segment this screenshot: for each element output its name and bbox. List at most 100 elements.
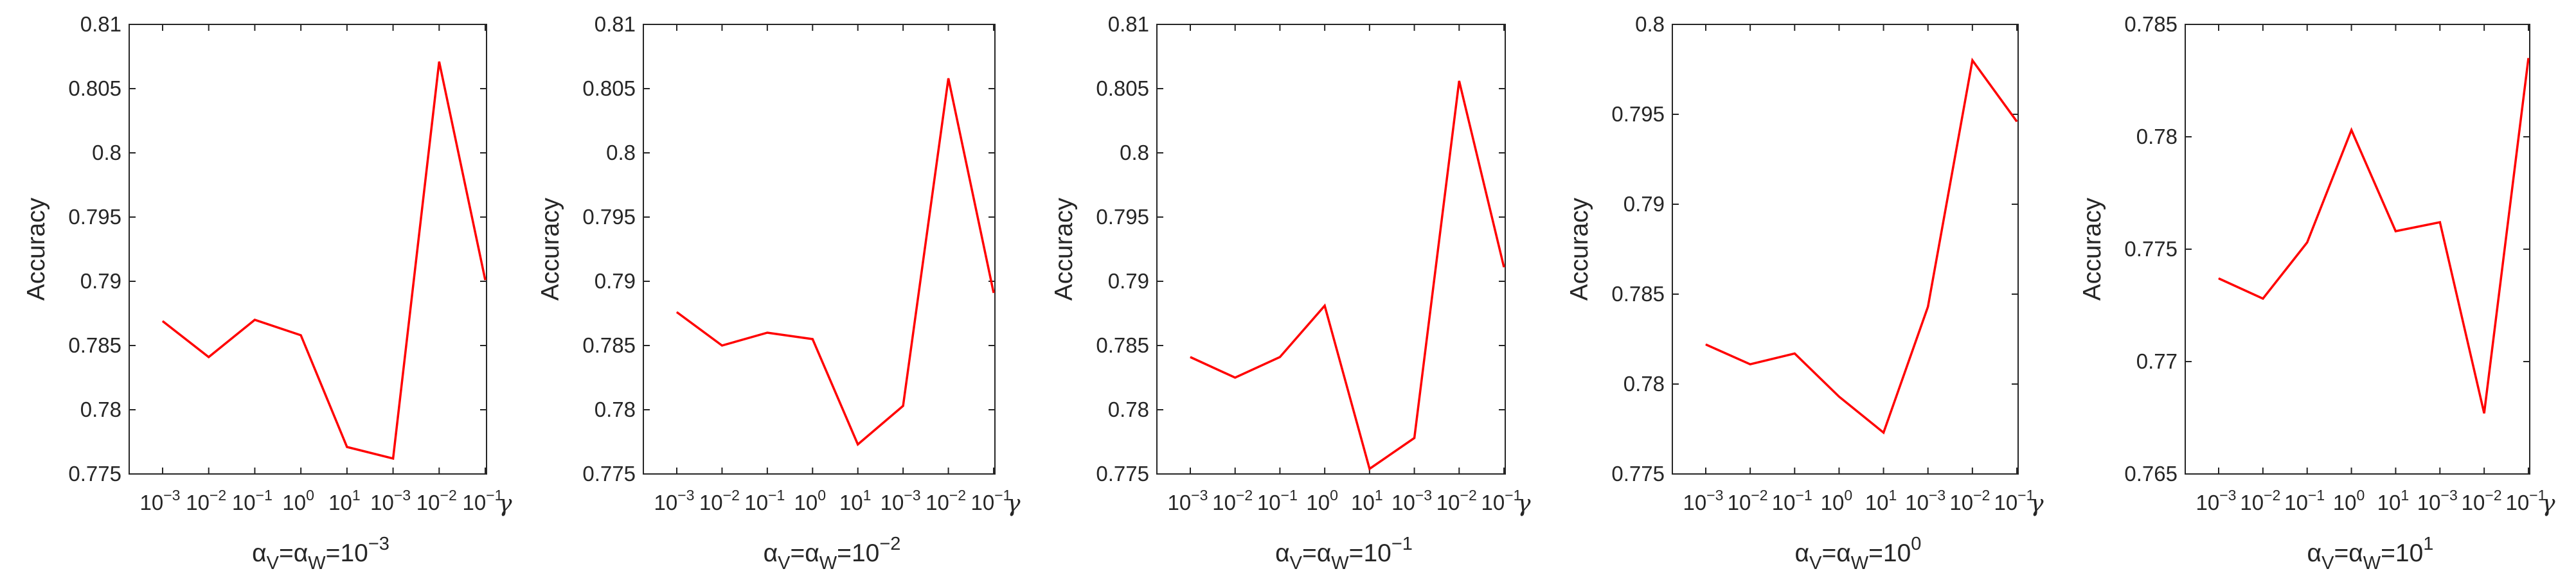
data-point [1414, 437, 1415, 439]
y-axis-label: Accuracy [22, 197, 50, 301]
y-tick-label: 0.805 [1096, 76, 1149, 100]
y-axis-label: Accuracy [2079, 197, 2106, 301]
y-tick-label: 0.805 [68, 76, 121, 100]
x-tick-label: 10−2 [699, 487, 740, 514]
plot-area-frame [643, 24, 996, 475]
data-point [1883, 432, 1884, 434]
plot-area-frame [1156, 24, 1506, 475]
x-tick-label: 10−3 [2196, 487, 2237, 514]
x-tick-label: 10−3 [1168, 487, 1208, 514]
y-tick-label: 0.79 [1108, 269, 1149, 293]
x-tick-label: 10−2 [2240, 487, 2280, 514]
data-point [902, 405, 904, 407]
x-tick-label: 10−3 [881, 487, 921, 514]
gamma-axis-label: γ [2541, 491, 2555, 517]
x-tick-label: 10−1 [744, 487, 785, 514]
x-tick-label: 10−1 [232, 487, 273, 514]
x-tick-label: 101 [2377, 487, 2410, 514]
data-point [1458, 80, 1460, 82]
y-tick-label: 0.785 [1096, 333, 1149, 357]
y-tick-label: 0.8 [92, 141, 121, 164]
y-tick-label: 0.79 [80, 269, 121, 293]
x-tick-label: 10−3 [654, 487, 695, 514]
y-tick-label: 0.765 [2124, 462, 2178, 486]
data-point [1749, 364, 1751, 365]
x-tick-label: 10−2 [1212, 487, 1253, 514]
data-point [1794, 353, 1795, 354]
x-axis-label: αV=αW=101 [2307, 534, 2434, 574]
y-tick-label: 0.81 [1108, 12, 1149, 36]
y-tick-label: 0.77 [2136, 349, 2178, 373]
x-tick-label: 10−3 [370, 487, 411, 514]
x-tick-label: 101 [1351, 487, 1383, 514]
gamma-axis-label: γ [1517, 491, 1531, 517]
gamma-axis-label: γ [498, 491, 512, 517]
data-point [346, 446, 348, 448]
data-point [857, 444, 859, 445]
y-tick-label: 0.785 [2124, 12, 2178, 36]
plot-area-frame [1672, 24, 2019, 475]
y-tick-label: 0.8 [606, 141, 636, 164]
x-tick-label: 100 [794, 487, 827, 514]
gamma-axis-label: γ [2030, 491, 2044, 517]
y-tick-label: 0.795 [582, 205, 636, 229]
y-tick-label: 0.79 [595, 269, 636, 293]
y-tick-label: 0.78 [1108, 398, 1149, 421]
y-tick-label: 0.795 [1611, 102, 1665, 126]
x-tick-label: 10−2 [926, 487, 966, 514]
x-axis-label: αV=αW=10−3 [252, 534, 389, 574]
x-tick-label: 100 [2333, 487, 2365, 514]
x-tick-label: 10−2 [186, 487, 226, 514]
x-tick-label: 101 [839, 487, 872, 514]
y-tick-label: 0.785 [1611, 282, 1665, 306]
x-tick-label: 10−2 [2462, 487, 2502, 514]
x-tick-label: 10−2 [1728, 487, 1768, 514]
accuracy-series-line [1705, 57, 2018, 435]
y-tick-label: 0.79 [1623, 192, 1665, 216]
y-tick-label: 0.785 [68, 333, 121, 357]
x-tick-label: 10−1 [1772, 487, 1812, 514]
y-tick-label: 0.795 [1096, 205, 1149, 229]
y-tick-label: 0.8 [1635, 12, 1665, 36]
x-tick-label: 10−3 [1905, 487, 1945, 514]
x-tick-label: 10−1 [1257, 487, 1298, 514]
accuracy-series-line [161, 61, 487, 460]
y-tick-label: 0.81 [595, 12, 636, 36]
y-tick-label: 0.775 [2124, 237, 2178, 261]
x-axis-label: αV=αW=10−2 [764, 534, 901, 574]
gamma-axis-label: γ [1006, 491, 1021, 517]
y-tick-label: 0.78 [80, 398, 121, 421]
y-axis-label: Accuracy [1566, 197, 1593, 301]
x-tick-label: 10−2 [1436, 487, 1477, 514]
data-point [208, 356, 210, 358]
x-tick-label: 101 [328, 487, 361, 514]
data-point [812, 338, 813, 340]
y-tick-label: 0.805 [582, 76, 636, 100]
y-tick-label: 0.775 [68, 462, 121, 486]
x-tick-label: 10−3 [2417, 487, 2458, 514]
data-point [1503, 267, 1505, 268]
x-tick-label: 10−3 [1391, 487, 1432, 514]
y-tick-label: 0.78 [2136, 125, 2178, 148]
accuracy-series-line [2218, 58, 2530, 414]
y-tick-label: 0.795 [68, 205, 121, 229]
data-point [2395, 231, 2396, 232]
x-tick-label: 100 [1306, 487, 1338, 514]
x-tick-label: 10−3 [140, 487, 181, 514]
x-tick-label: 10−1 [1481, 487, 1522, 514]
data-point [2483, 413, 2485, 414]
plot-area-frame [2185, 24, 2530, 475]
y-tick-label: 0.775 [582, 462, 636, 486]
data-point [485, 279, 486, 281]
y-tick-label: 0.775 [1611, 462, 1665, 486]
accuracy-series-line [1190, 80, 1505, 471]
x-tick-label: 10−3 [1683, 487, 1724, 514]
x-tick-label: 10−1 [463, 487, 503, 514]
plot-area-frame [129, 24, 487, 475]
